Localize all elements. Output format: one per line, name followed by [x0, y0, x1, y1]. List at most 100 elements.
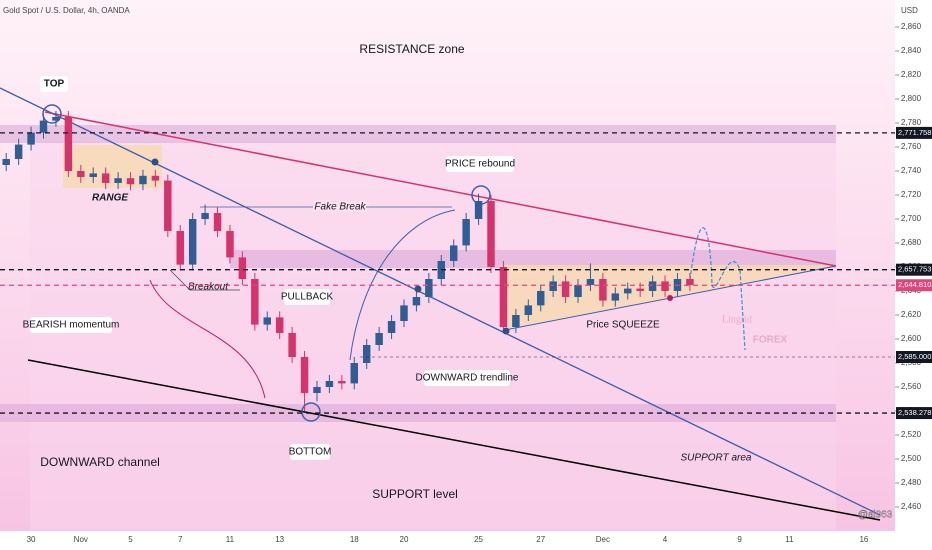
candle-body	[263, 317, 271, 325]
y-tick-label: 2,740	[901, 166, 922, 175]
bearish-arrow	[149, 279, 266, 399]
candle-body	[487, 201, 495, 267]
area-shade	[30, 142, 836, 530]
resistance-band	[0, 125, 836, 143]
annotation: PRICE rebound	[445, 159, 515, 170]
price-level-label: 2,657.753	[898, 265, 931, 274]
label-box	[446, 156, 514, 172]
x-tick-label: 27	[536, 535, 545, 544]
x-tick-label: Nov	[74, 535, 88, 544]
price-level-tag	[896, 407, 932, 420]
label-box	[284, 289, 330, 305]
candle-body	[350, 363, 358, 384]
x-tick-label: 9	[737, 535, 742, 544]
candle-body	[176, 231, 184, 265]
annotation: SUPPORT level	[372, 487, 458, 501]
pivot-dot	[151, 158, 159, 166]
candle-body	[325, 381, 334, 387]
candle-body	[151, 175, 160, 181]
candle-body	[164, 180, 172, 231]
marks	[2, 111, 694, 411]
watermark: FOREX	[753, 335, 788, 346]
candle-body	[313, 387, 321, 393]
candle-body	[474, 201, 483, 219]
price-level-label: 2,585.000	[898, 352, 931, 361]
annotation: PULLBACK	[281, 292, 334, 303]
pivot-dot	[414, 285, 422, 293]
y-tick-label: 2,460	[901, 502, 922, 511]
label-box	[30, 317, 112, 333]
label-box	[290, 444, 330, 460]
y-tick-label: 2,720	[901, 190, 922, 199]
candle-body	[387, 321, 396, 333]
y-tick-label: 2,620	[901, 310, 922, 319]
candle-body	[39, 120, 48, 133]
candle-body	[362, 345, 371, 363]
price-level-label: 2,771.758	[898, 128, 931, 137]
candle-body	[275, 317, 284, 333]
x-tick-label: 7	[178, 535, 183, 544]
candle-body	[512, 315, 520, 327]
annotation: RANGE	[92, 193, 128, 204]
candle-body	[27, 132, 35, 145]
annotation: Fake Break	[314, 202, 366, 213]
candle-body	[636, 288, 644, 291]
x-tick-label: 5	[128, 535, 133, 544]
candle-body	[462, 219, 470, 246]
price-level-label: 2,644.810	[898, 280, 931, 289]
annotation: Price SQUEEZE	[586, 320, 660, 331]
label-box	[40, 76, 68, 92]
candle-body	[375, 333, 383, 345]
candle-body	[126, 178, 135, 185]
candle-body	[213, 213, 222, 231]
x-tick-label: 20	[400, 535, 409, 544]
y-tick-label: 2,700	[901, 214, 922, 223]
y-tick-label: 2,560	[901, 382, 922, 391]
candle-body	[449, 245, 458, 261]
pullback-arrow	[349, 209, 456, 361]
y-tick-label: 2,860	[901, 22, 922, 31]
candle-body	[624, 288, 632, 294]
candle-body	[400, 305, 408, 321]
downward-trendline	[0, 87, 881, 516]
candle-body	[226, 231, 234, 258]
y-tick-label: 2,520	[901, 430, 922, 439]
y-tick-label: 2,480	[901, 478, 922, 487]
candle-body	[2, 159, 10, 165]
candle-body	[101, 173, 110, 183]
annotation: SUPPORT area	[681, 453, 752, 464]
annotation: DOWNWARD trendline	[416, 373, 519, 384]
bottom-marker	[301, 402, 321, 422]
candle-body	[549, 281, 557, 291]
breakout-leader	[169, 269, 240, 291]
candle-body	[611, 293, 620, 301]
candle-body	[238, 257, 247, 279]
candle-body	[412, 297, 421, 306]
middle-band	[230, 250, 836, 268]
annotation: BEARISH momentum	[23, 320, 120, 331]
channel-line	[27, 359, 881, 521]
y-tick-label: 2,680	[901, 238, 922, 247]
x-tick-label: 13	[275, 535, 284, 544]
watermark: Lingrid	[722, 314, 752, 325]
candle-body	[425, 279, 433, 297]
top-marker	[42, 104, 62, 124]
candle-body	[288, 333, 296, 357]
candle-body	[574, 285, 582, 297]
y-tick-label: 2,840	[901, 46, 922, 55]
y-tick-label: 2,760	[901, 142, 922, 151]
price-level-tag	[896, 279, 932, 292]
price-level-label: 2,538.278	[898, 408, 931, 417]
candle-body	[648, 281, 657, 291]
candle-body	[14, 144, 23, 159]
candle-body	[64, 117, 73, 171]
candle-body	[661, 281, 669, 291]
candle-body	[139, 175, 147, 185]
pivot-dot	[502, 327, 510, 335]
candle-body	[686, 279, 694, 285]
candle-body	[188, 219, 197, 265]
candle-body	[599, 279, 607, 301]
label-box	[424, 370, 510, 386]
candle-body	[77, 171, 85, 177]
